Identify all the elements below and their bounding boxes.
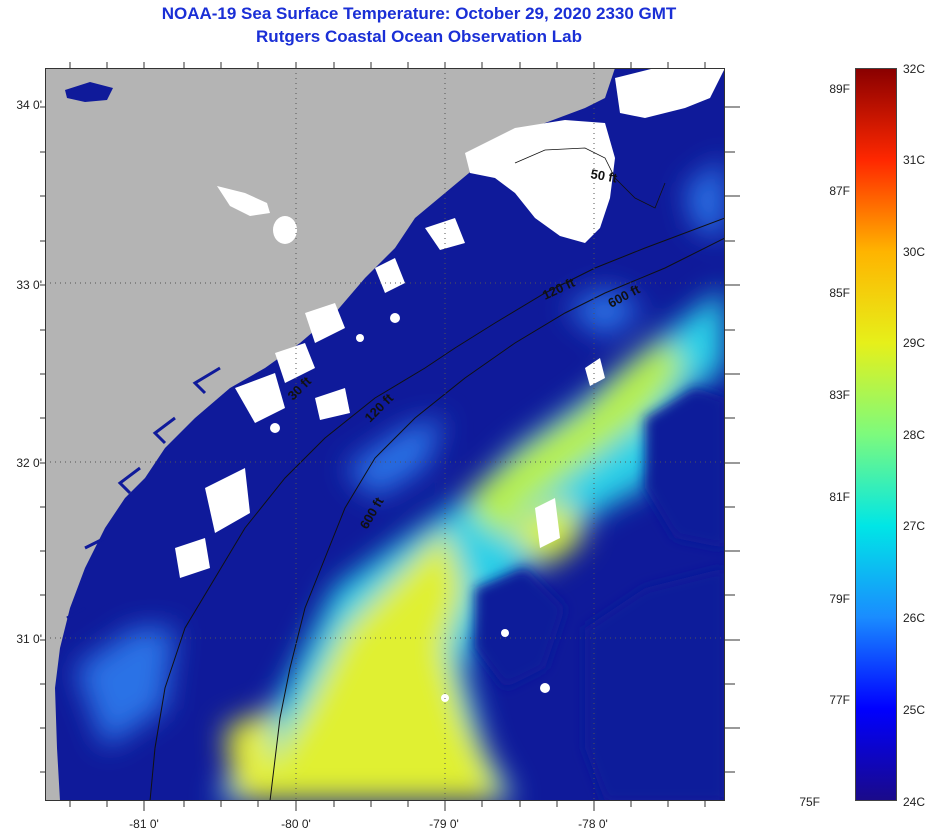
cb-c-25: 25C xyxy=(903,703,926,717)
lon-label-80: -80 0' xyxy=(281,817,311,831)
cb-c-27: 27C xyxy=(903,519,926,533)
lat-label-34: 34 0' xyxy=(16,98,42,112)
chart-title: NOAA-19 Sea Surface Temperature: October… xyxy=(161,4,677,23)
sst-map-canvas: 50 ft 120 ft 600 ft 120 ft 600 ft 30 ft xyxy=(45,68,725,801)
lon-label-78: -78 0' xyxy=(578,817,608,831)
cb-f-87: 87F xyxy=(829,184,850,198)
cb-f-89: 89F xyxy=(829,82,850,96)
chart-subtitle: Rutgers Coastal Ocean Observation Lab xyxy=(256,27,582,46)
cb-f-79: 79F xyxy=(829,592,850,606)
lon-label-79: -79 0' xyxy=(429,817,459,831)
cb-f-77: 77F xyxy=(829,693,850,707)
contour-label-50ft: 50 ft xyxy=(589,166,619,186)
sst-map: 50 ft 120 ft 600 ft 120 ft 600 ft 30 ft xyxy=(45,68,725,801)
isobath-contours xyxy=(149,147,725,801)
cloud-mask xyxy=(175,68,725,702)
cb-c-32: 32C xyxy=(903,62,926,76)
graticule xyxy=(45,68,725,801)
cb-f-83: 83F xyxy=(829,388,850,402)
cb-c-24: 24C xyxy=(903,795,926,809)
cb-c-28: 28C xyxy=(903,428,926,442)
temperature-colorbar xyxy=(855,68,897,801)
cold-patch xyxy=(65,82,113,102)
cb-c-31: 31C xyxy=(903,153,926,167)
lon-label-81: -81 0' xyxy=(129,817,159,831)
cb-c-26: 26C xyxy=(903,611,926,625)
inlet-lines xyxy=(66,366,221,620)
lat-label-31: 31 0' xyxy=(16,632,42,646)
cb-f-81: 81F xyxy=(829,490,850,504)
cb-c-30: 30C xyxy=(903,245,926,259)
cb-f-75: 75F xyxy=(799,795,820,809)
warm-water xyxy=(75,158,725,801)
lat-label-33: 33 0' xyxy=(16,278,42,292)
cb-f-85: 85F xyxy=(829,286,850,300)
lat-label-32: 32 0' xyxy=(16,456,42,470)
cold-water xyxy=(475,388,725,801)
land xyxy=(45,68,615,801)
cb-c-29: 29C xyxy=(903,336,926,350)
